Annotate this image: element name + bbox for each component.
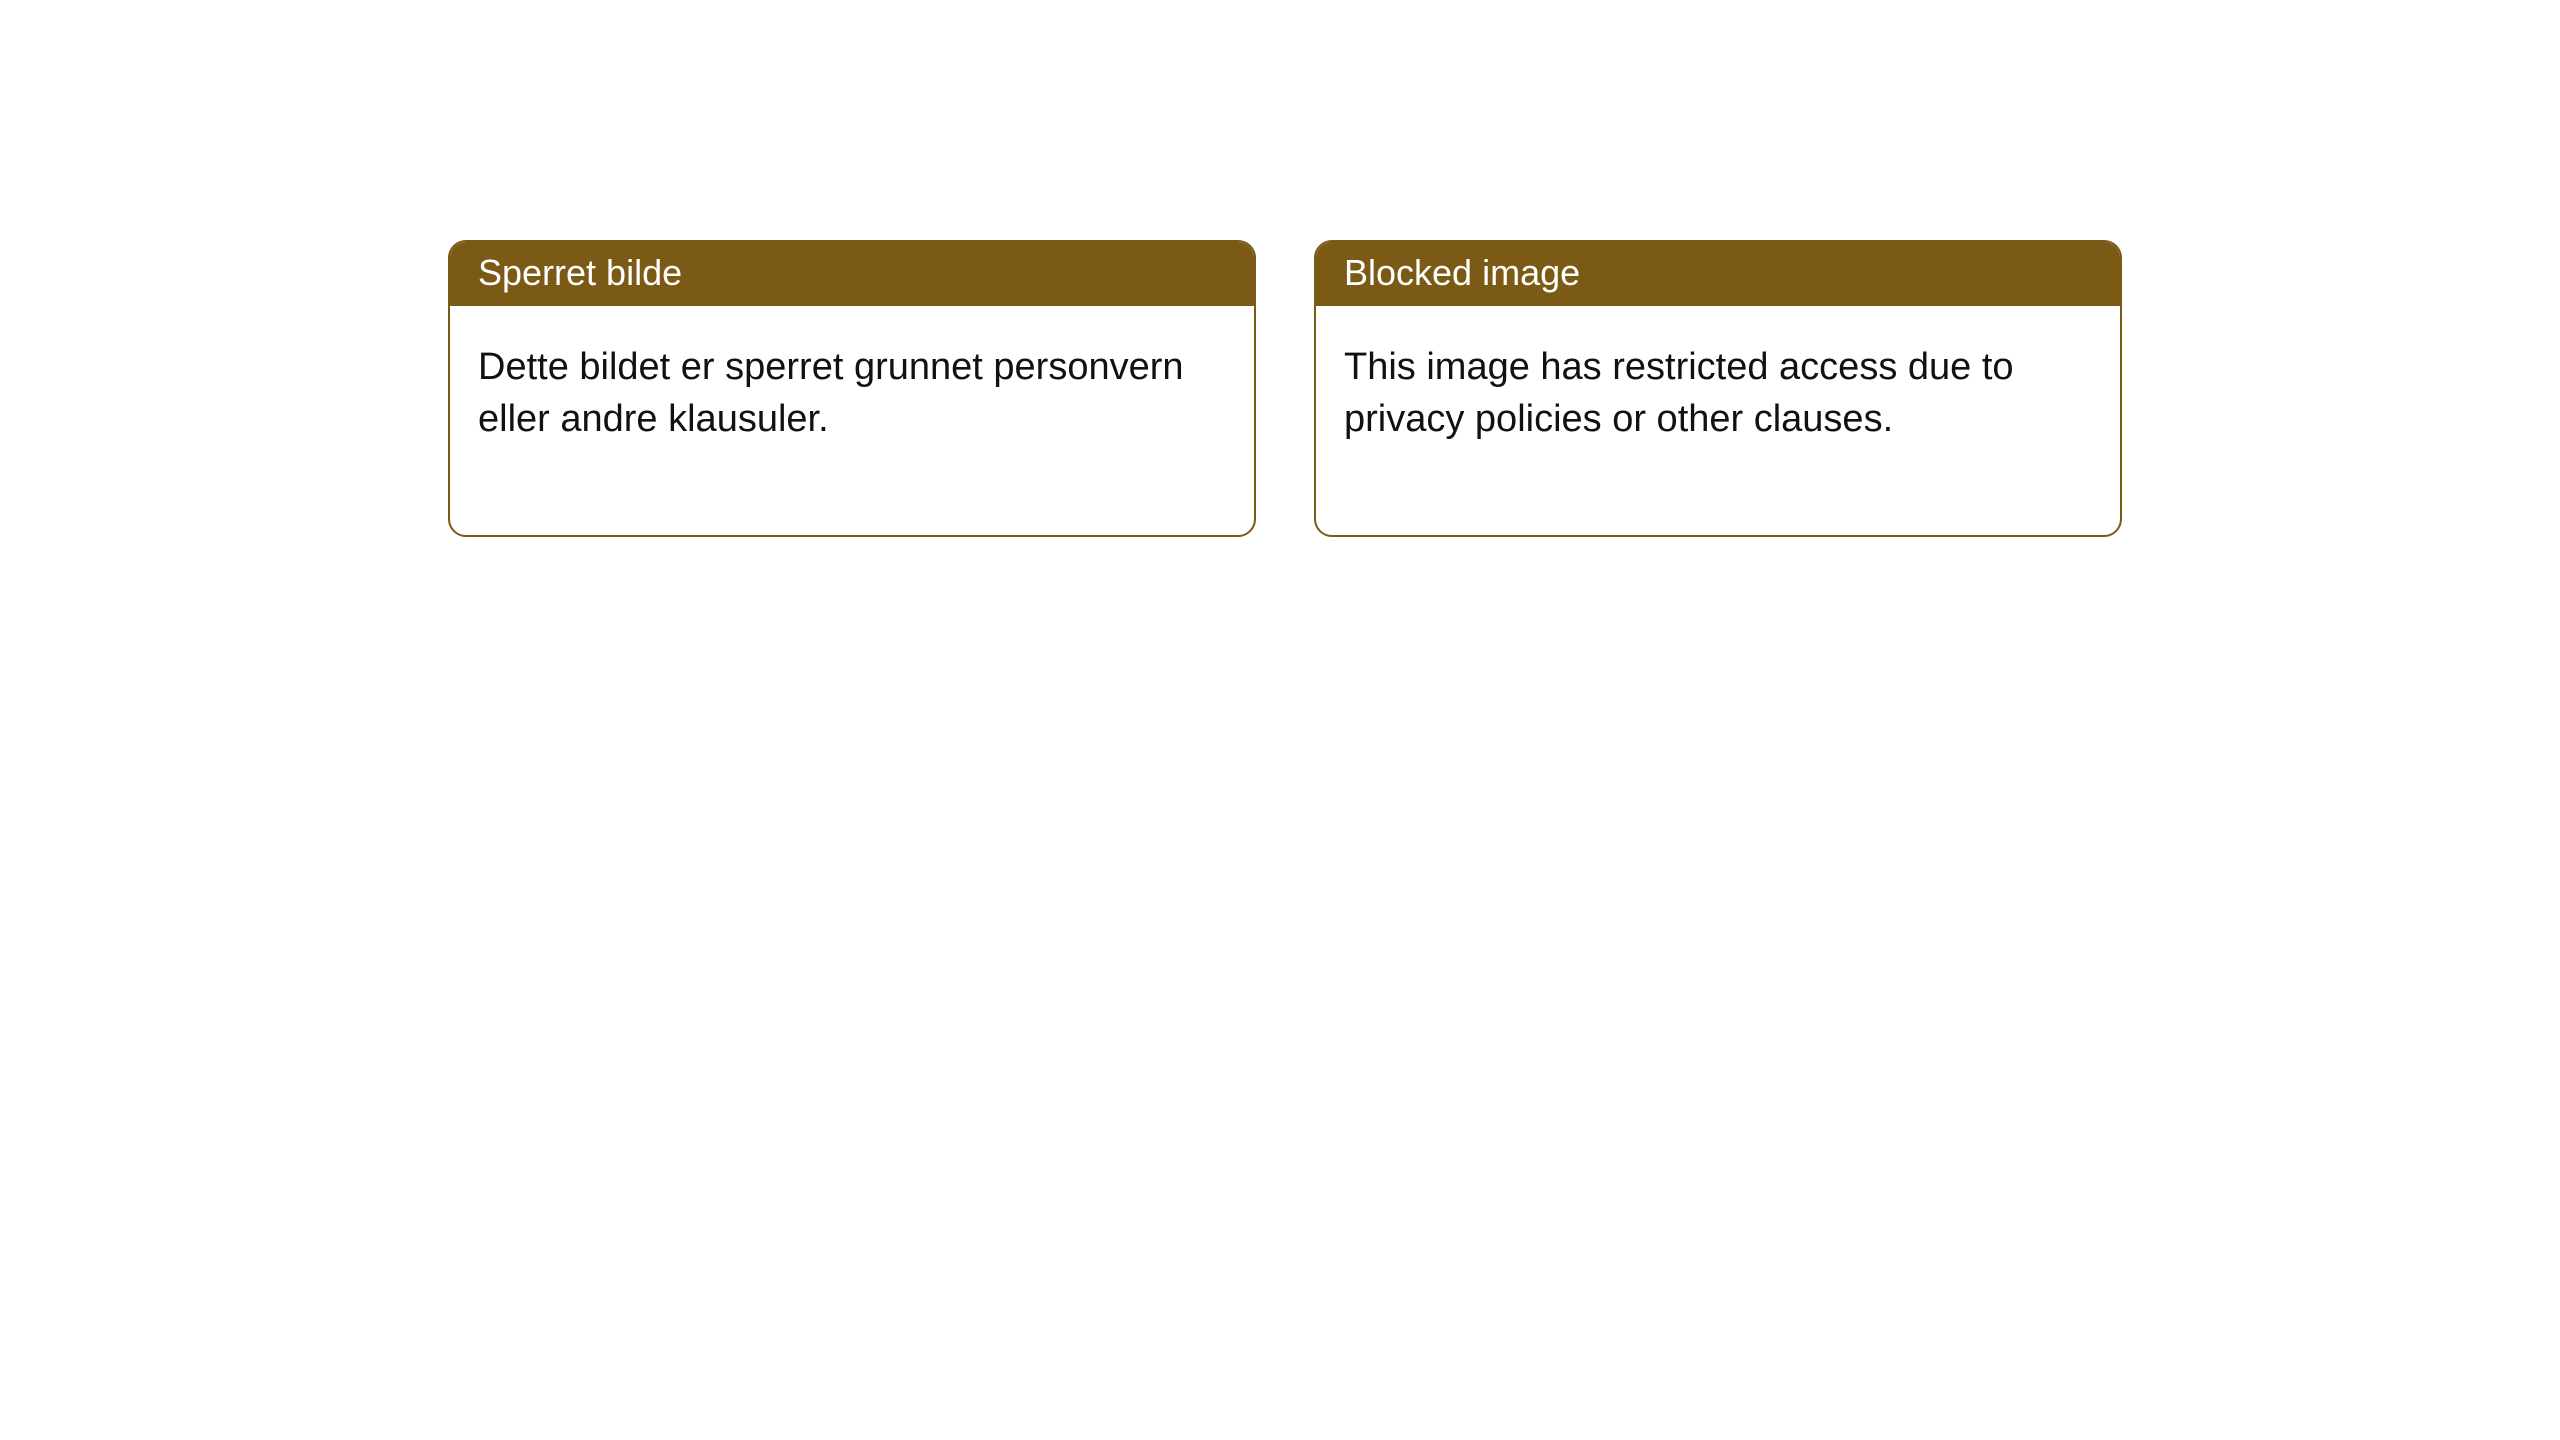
notice-title-norwegian: Sperret bilde: [450, 242, 1254, 306]
notice-body-norwegian: Dette bildet er sperret grunnet personve…: [450, 306, 1254, 535]
notice-body-english: This image has restricted access due to …: [1316, 306, 2120, 535]
notice-title-english: Blocked image: [1316, 242, 2120, 306]
notice-card-english: Blocked image This image has restricted …: [1314, 240, 2122, 537]
notice-card-norwegian: Sperret bilde Dette bildet er sperret gr…: [448, 240, 1256, 537]
notice-container: Sperret bilde Dette bildet er sperret gr…: [0, 0, 2560, 537]
